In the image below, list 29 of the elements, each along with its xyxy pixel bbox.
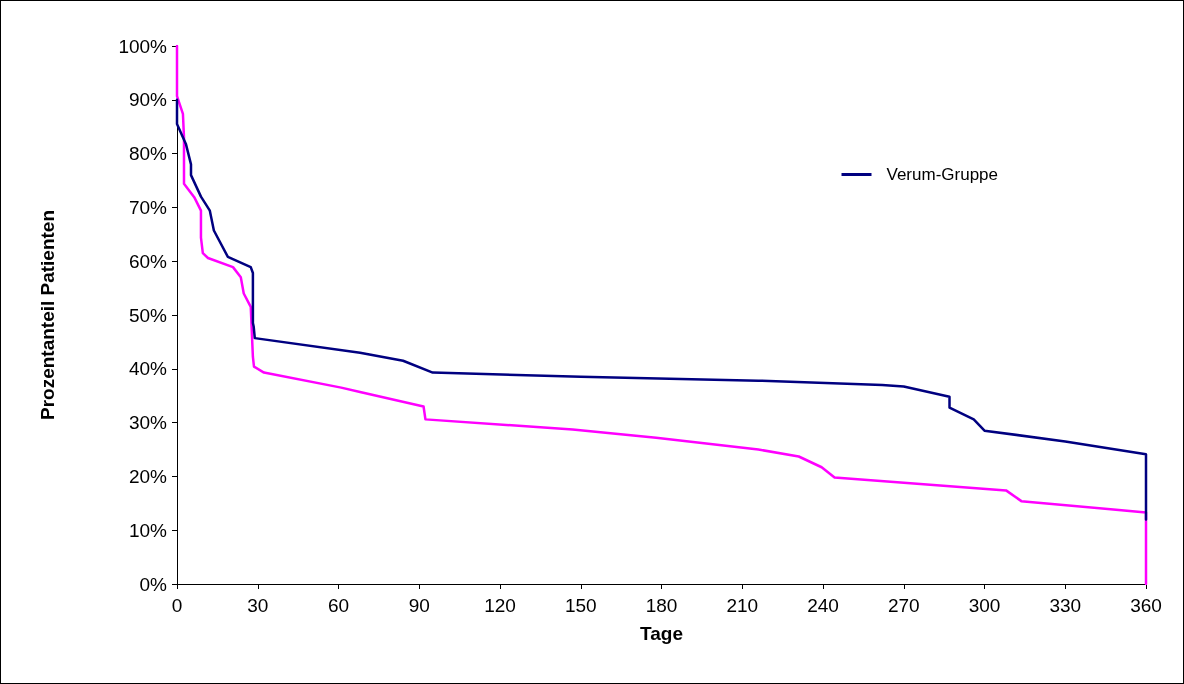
x-tick-label: 360: [1130, 595, 1162, 616]
line-series: [175, 98, 1148, 521]
x-tick-label: 30: [247, 595, 269, 616]
x-tick-label: 60: [327, 595, 350, 616]
y-axis-title: Prozentanteil Patienten: [37, 209, 58, 421]
y-tick-label: 10%: [128, 519, 168, 541]
y-tick-label: 60%: [128, 250, 168, 272]
y-tick-label: 90%: [128, 89, 168, 111]
line-series: [175, 44, 1148, 586]
x-tick-label: 120: [484, 595, 516, 616]
x-tick-label: 270: [887, 595, 920, 616]
x-tick-label: 0: [171, 595, 183, 616]
y-tick-label: 100%: [118, 35, 168, 57]
x-tick-label: 330: [1049, 595, 1082, 616]
legend-label: Verum-Gruppe: [886, 165, 998, 184]
x-tick-label: 300: [968, 595, 1001, 616]
y-tick-label: 30%: [128, 412, 168, 434]
y-tick-label: 20%: [128, 465, 168, 487]
y-tick-label: 0%: [139, 573, 168, 595]
y-tick-label: 40%: [128, 358, 168, 380]
x-tick-label: 90: [408, 595, 430, 616]
x-axis-title: Tage: [640, 623, 683, 644]
x-tick-label: 150: [564, 595, 597, 616]
y-tick-label: 70%: [128, 196, 168, 218]
x-tick-label: 210: [726, 595, 759, 616]
y-tick-label: 50%: [128, 304, 168, 326]
x-tick-label: 180: [645, 595, 678, 616]
x-tick-label: 240: [807, 595, 839, 616]
y-tick-label: 80%: [128, 143, 168, 165]
